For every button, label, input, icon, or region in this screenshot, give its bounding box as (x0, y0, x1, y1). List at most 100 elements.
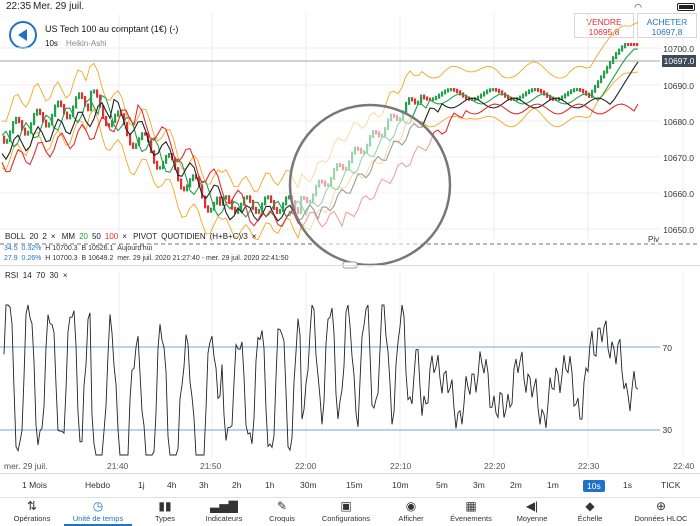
candle (447, 88, 450, 93)
candle (159, 166, 162, 170)
candle (405, 101, 408, 114)
candle (192, 174, 195, 182)
candle (450, 88, 453, 92)
tf-1d[interactable]: 1j (138, 480, 145, 490)
candle (87, 103, 90, 112)
wifi-icon: ◠ (634, 2, 642, 12)
tf-3m[interactable]: 3m (473, 480, 485, 490)
candle (582, 88, 585, 94)
candle (492, 88, 495, 92)
tool-scale[interactable]: ◆ Échelle (570, 498, 610, 526)
candle (207, 205, 210, 213)
panel-divider[interactable] (0, 265, 700, 266)
candle (30, 122, 33, 134)
tf-30m[interactable]: 30m (300, 480, 317, 490)
close-icon[interactable]: × (50, 232, 56, 241)
tool-configurations[interactable]: ▣ Configurations (318, 498, 374, 526)
boll-param: 2 (42, 232, 47, 241)
sell-price: 10695,8 (588, 27, 620, 37)
status-time: 22:35 (6, 1, 32, 12)
tf-1-month[interactable]: 1 Mois (22, 480, 48, 490)
tf-1m[interactable]: 1m (547, 480, 559, 490)
tf-15m[interactable]: 15m (346, 480, 363, 490)
tool-display[interactable]: ◉ Afficher (393, 498, 429, 526)
tf-2m[interactable]: 2m (510, 480, 522, 490)
candle (459, 90, 462, 96)
candle (576, 88, 579, 92)
tf-5m[interactable]: 5m (436, 480, 448, 490)
candle (501, 90, 504, 96)
candle (168, 153, 171, 158)
tool-types[interactable]: ▮▮ Types (145, 498, 185, 526)
tf-weekly[interactable]: Hebdo (85, 480, 111, 490)
candle (42, 112, 45, 123)
pivot-label[interactable]: PIVOT (133, 232, 158, 241)
candle (54, 104, 57, 117)
candle (438, 93, 441, 99)
candle (93, 89, 96, 94)
candle (435, 95, 438, 101)
candle (417, 100, 420, 105)
battery-icon (677, 3, 695, 11)
mm-label[interactable]: MM (61, 232, 76, 241)
tf-1s[interactable]: 1s (623, 480, 632, 490)
boll-param: 20 (29, 232, 39, 241)
candle (18, 116, 21, 124)
tf-4h[interactable]: 4h (167, 480, 177, 490)
tool-timeframe[interactable]: ◷ Unité de temps (64, 498, 132, 526)
rsi-label[interactable]: RSI (5, 271, 19, 280)
candle (255, 206, 258, 214)
candle (78, 92, 81, 100)
chart-icon: ▃▅▇ (210, 499, 238, 513)
tool-average[interactable]: ◀| Moyenne (510, 498, 554, 526)
tf-10m[interactable]: 10m (392, 480, 409, 490)
buy-button[interactable]: ACHETER 10697,8 (637, 13, 697, 38)
candle (258, 208, 261, 214)
candle (549, 94, 552, 100)
info-row-today: 34.5 0.32% H 10700.3 B 10526.1 Aujourd'h… (4, 245, 152, 252)
tool-label: Opérations (13, 514, 51, 523)
candle (288, 195, 291, 200)
tool-operations[interactable]: ⇅ Opérations (8, 498, 56, 526)
candle (6, 138, 9, 144)
candle (264, 196, 267, 206)
candle (216, 196, 219, 205)
tool-indicators[interactable]: ▃▅▇ Indicateurs (200, 498, 248, 526)
candle (414, 98, 417, 105)
candle (564, 93, 567, 99)
close-icon[interactable]: × (251, 232, 257, 241)
high-value: H 10700.3 (45, 255, 78, 262)
tool-hloc-data[interactable]: ⊕ Données HLOC (628, 498, 694, 526)
scale-icon: ◆ (585, 499, 595, 513)
price-axis-label: 10650.0 (663, 225, 694, 235)
buy-label: ACHETER (646, 17, 688, 27)
close-icon[interactable]: × (122, 232, 127, 241)
time-axis-label: 22:00 (295, 461, 317, 471)
tf-10s[interactable]: 10s (583, 480, 605, 492)
boll-label[interactable]: BOLL (5, 232, 26, 241)
tool-events[interactable]: ▦ Évenements (447, 498, 495, 526)
tf-tick[interactable]: TICK (661, 480, 681, 490)
status-bar: 22:35 Mer. 29 juil. ◠ (0, 0, 700, 14)
instrument-name[interactable]: US Tech 100 au comptant (1€) (-) (45, 24, 179, 34)
candle (621, 45, 624, 52)
tool-sketch[interactable]: ✎ Croquis (262, 498, 302, 526)
candle (189, 178, 192, 188)
mm20-param: 20 (79, 232, 88, 241)
candle (81, 92, 84, 100)
candle (33, 112, 36, 126)
pivot-line-label: Piv (648, 235, 660, 244)
tf-1h[interactable]: 1h (265, 480, 275, 490)
tf-3h[interactable]: 3h (199, 480, 209, 490)
price-axis-label: 10700.0 (663, 44, 694, 54)
candle (132, 142, 135, 149)
tf-2h[interactable]: 2h (232, 480, 242, 490)
period-label: Aujourd'hui (117, 245, 153, 252)
candle (24, 127, 27, 136)
candle (153, 150, 156, 164)
rsi-line (3, 304, 639, 456)
close-icon[interactable]: × (62, 271, 68, 280)
sell-button[interactable]: VENDRE 10695,8 (574, 13, 634, 38)
candle (483, 91, 486, 97)
